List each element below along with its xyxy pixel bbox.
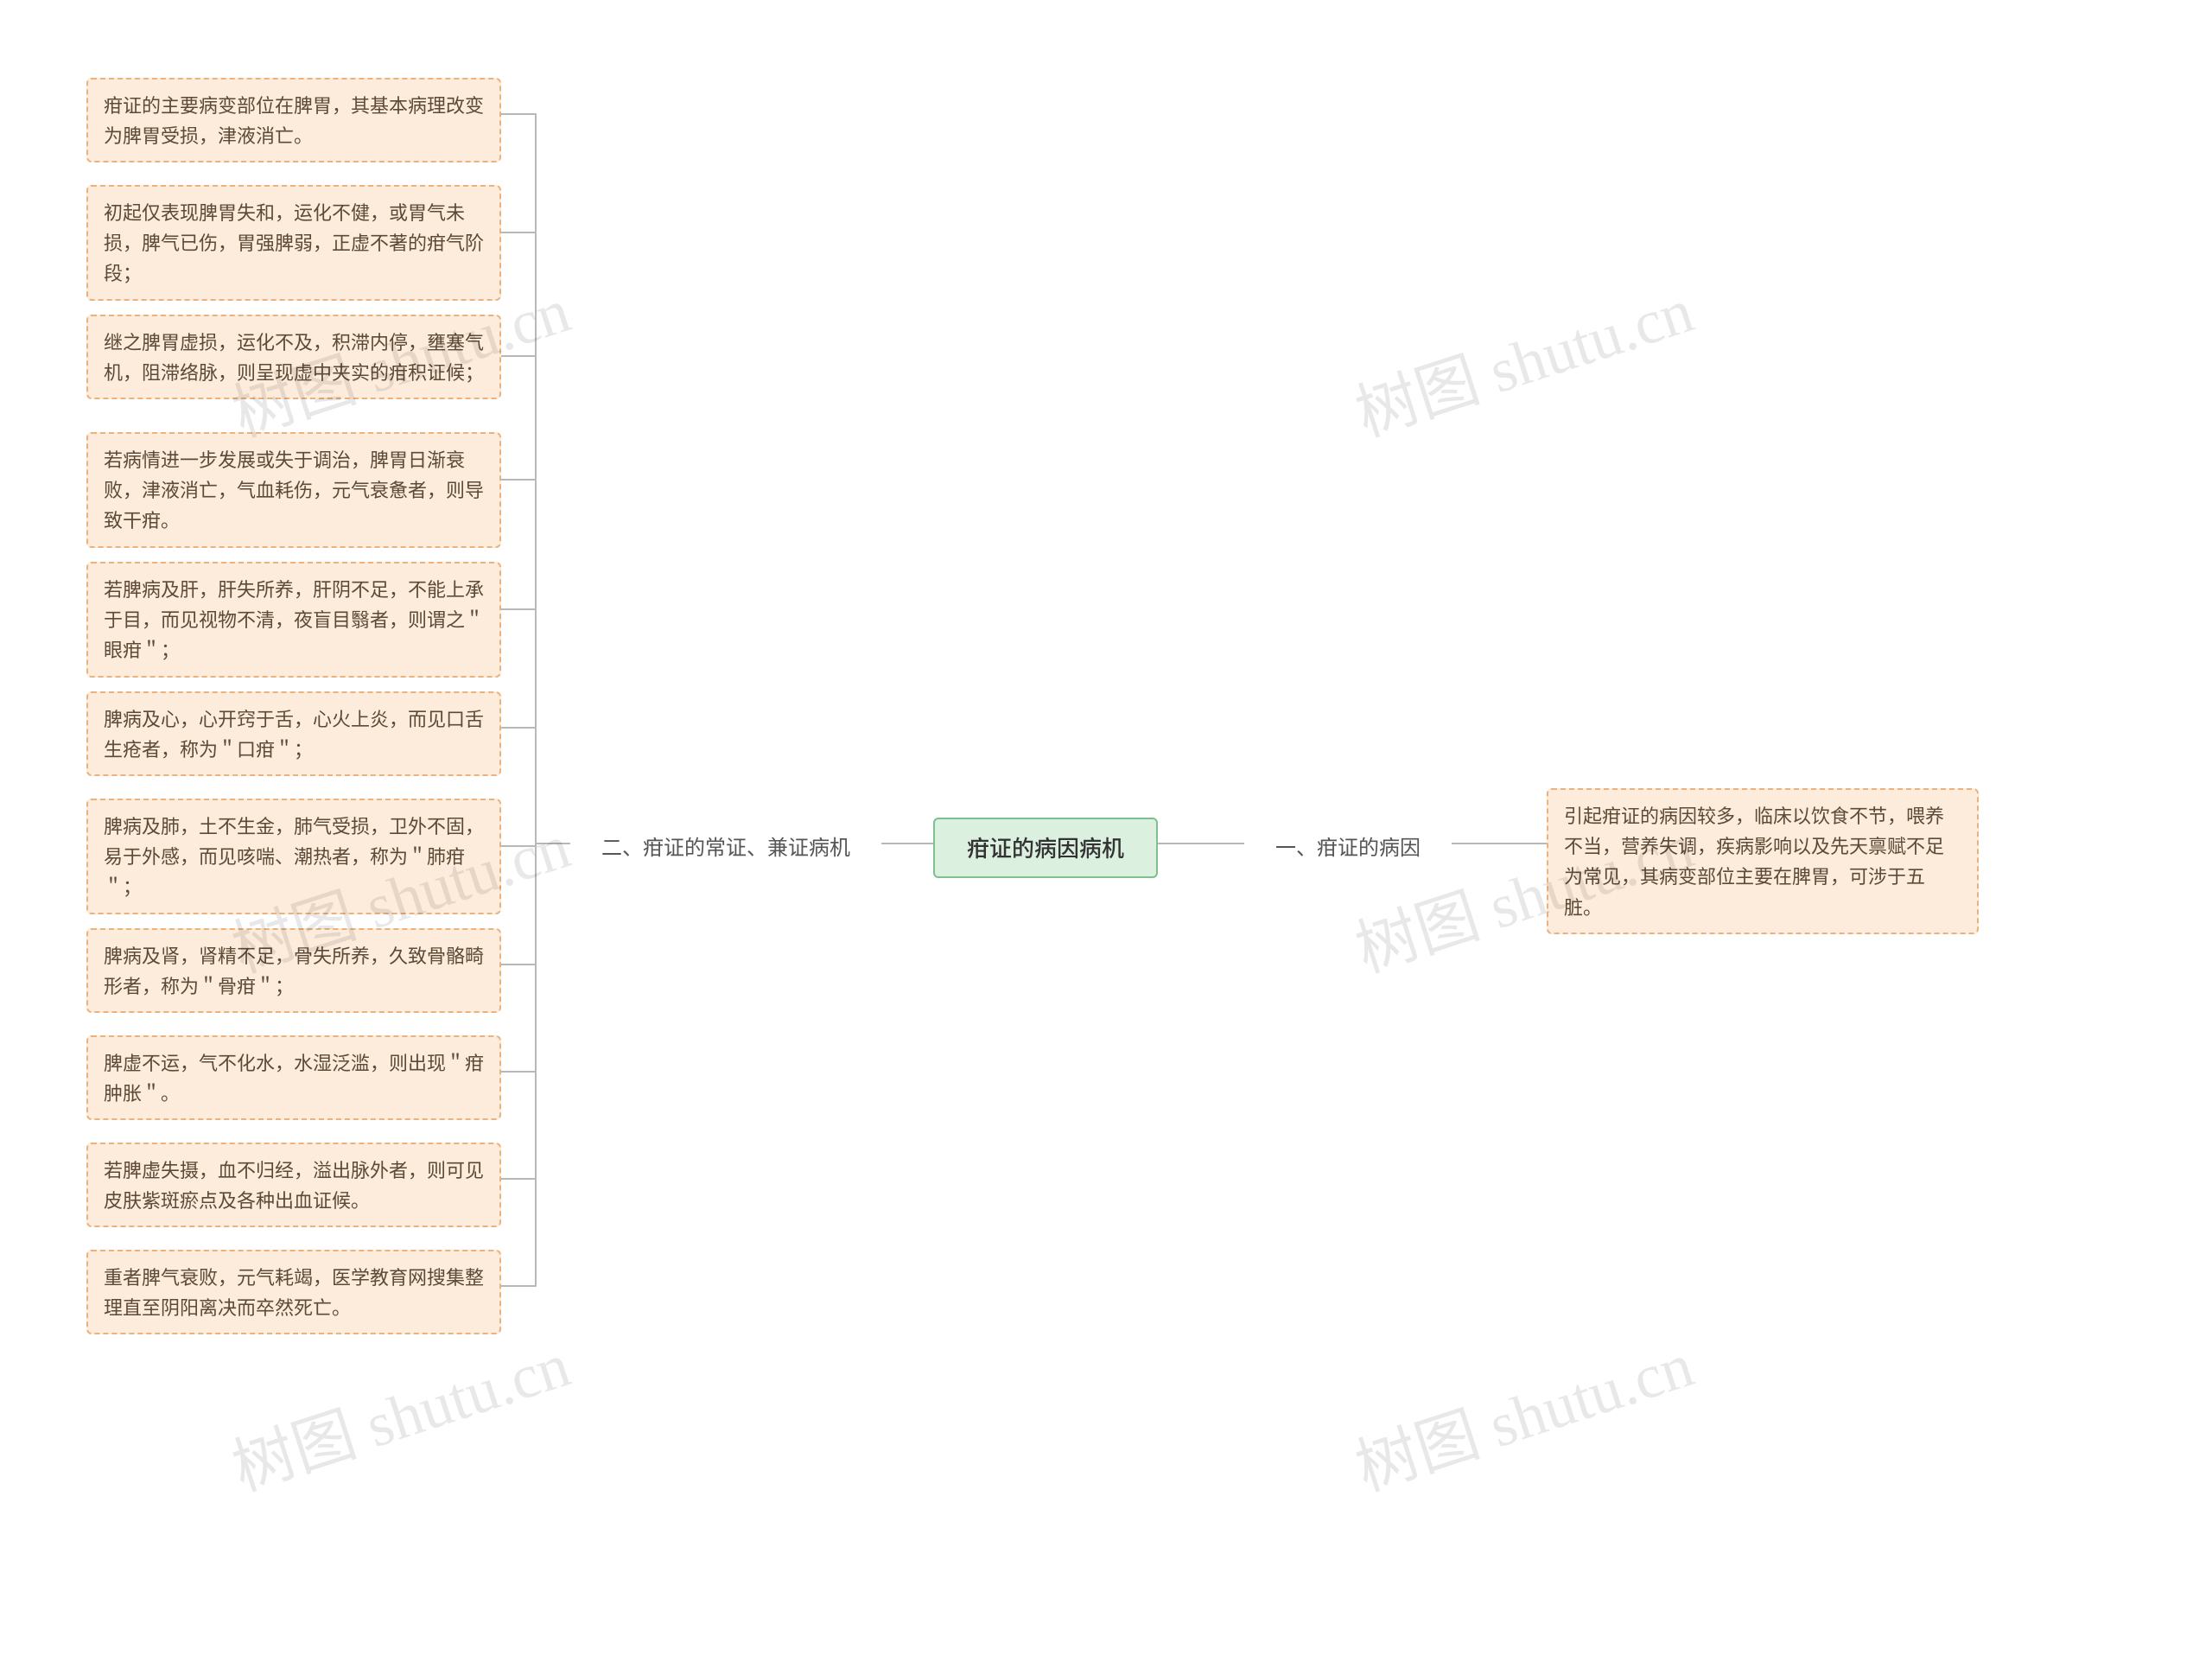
leaf-left-0: 疳证的主要病变部位在脾胃，其基本病理改变为脾胃受损，津液消亡。 [86,78,501,162]
leaf-left-8: 脾虚不运，气不化水，水湿泛滥，则出现＂疳肿胀＂。 [86,1035,501,1120]
leaf-left-9: 若脾虚失摄，血不归经，溢出脉外者，则可见皮肤紫斑瘀点及各种出血证候。 [86,1143,501,1227]
leaf-left-1: 初起仅表现脾胃失和，运化不健，或胃气未损，脾气已伤，胃强脾弱，正虚不著的疳气阶段… [86,185,501,301]
leaf-left-6: 脾病及肺，土不生金，肺气受损，卫外不固，易于外感，而见咳喘、潮热者，称为＂肺疳＂… [86,799,501,914]
mindmap-canvas: 疳证的病因病机 一、疳证的病因 二、疳证的常证、兼证病机 引起疳证的病因较多，临… [0,0,2212,1668]
watermark: 树图 shutu.cn [1343,259,1703,454]
root-node: 疳证的病因病机 [933,818,1158,878]
leaf-left-7: 脾病及肾，肾精不足，骨失所养，久致骨骼畸形者，称为＂骨疳＂； [86,928,501,1013]
watermark: 树图 shutu.cn [219,1314,580,1508]
leaf-left-4: 若脾病及肝，肝失所养，肝阴不足，不能上承于目，而见视物不清，夜盲目翳者，则谓之＂… [86,562,501,678]
leaf-right-0: 引起疳证的病因较多，临床以饮食不节，喂养不当，营养失调，疾病影响以及先天禀赋不足… [1547,788,1979,934]
branch-left: 二、疳证的常证、兼证病机 [570,819,881,873]
leaf-left-5: 脾病及心，心开窍于舌，心火上炎，而见口舌生疮者，称为＂口疳＂； [86,691,501,776]
leaf-left-2: 继之脾胃虚损，运化不及，积滞内停，壅塞气机，阻滞络脉，则呈现虚中夹实的疳积证候； [86,315,501,399]
watermark: 树图 shutu.cn [1343,1314,1703,1508]
branch-right: 一、疳证的病因 [1244,819,1452,873]
leaf-left-3: 若病情进一步发展或失于调治，脾胃日渐衰败，津液消亡，气血耗伤，元气衰惫者，则导致… [86,432,501,548]
leaf-left-10: 重者脾气衰败，元气耗竭，医学教育网搜集整理直至阴阳离决而卒然死亡。 [86,1250,501,1334]
